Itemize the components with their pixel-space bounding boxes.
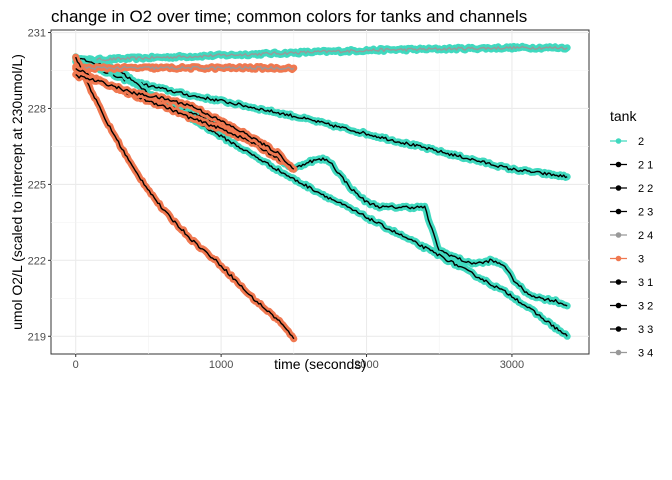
y-tick-label: 222	[28, 255, 46, 267]
legend-label-2: 2	[638, 136, 644, 148]
legend-label-3-2: 3 2	[638, 301, 653, 313]
legend-key-point-3	[615, 255, 622, 262]
x-tick-label: 1000	[209, 359, 233, 371]
legend-key-point-3-4	[615, 349, 622, 356]
legend-key-point-3-3	[615, 326, 622, 332]
series-line-3-4	[75, 65, 295, 71]
legend-label-2-4: 2 4	[638, 230, 653, 242]
y-tick-label: 219	[28, 331, 46, 343]
legend-key-point-3-1	[615, 279, 622, 285]
y-tick-label: 231	[28, 28, 46, 40]
series-line-3-3	[75, 73, 295, 170]
legend-label-2-3: 2 3	[638, 207, 653, 219]
legend-key-point-2-4	[615, 232, 622, 238]
x-tick-label: 3000	[500, 359, 524, 371]
legend-key-point-2	[615, 138, 622, 144]
x-axis-title: time (seconds)	[274, 356, 366, 372]
legend-title: tank	[610, 108, 637, 124]
legend-key-point-2-2	[615, 185, 622, 191]
series-line-2-4	[75, 45, 568, 63]
x-tick-label: 2000	[354, 359, 378, 371]
legend-label-2-2: 2 2	[638, 183, 653, 195]
series-line-2-1	[75, 56, 568, 179]
chart-title: change in O2 over time; common colors fo…	[51, 7, 527, 26]
y-axis-title: umol O2/L (scaled to intercept at 230umo…	[9, 54, 25, 330]
legend-label-3-3: 3 3	[638, 324, 653, 336]
y-tick-label: 225	[28, 179, 46, 191]
legend-label-2-1: 2 1	[638, 160, 653, 172]
legend-label-3-1: 3 1	[638, 277, 653, 289]
series-layer	[72, 42, 571, 343]
legend-key-point-3-2	[615, 302, 622, 309]
series-line-3-1	[75, 56, 295, 340]
grid-lines	[51, 30, 589, 354]
legend-key-point-2-3	[615, 208, 622, 215]
x-tick-label: 0	[73, 359, 79, 371]
y-tick-label: 228	[28, 103, 46, 115]
legend-key-point-2-1	[615, 161, 622, 168]
axes: 0 1000 2000 3000 219 222 225 228 231	[28, 28, 525, 371]
legend-label-3-4: 3 4	[638, 348, 653, 360]
legend-label-3: 3	[638, 254, 644, 266]
